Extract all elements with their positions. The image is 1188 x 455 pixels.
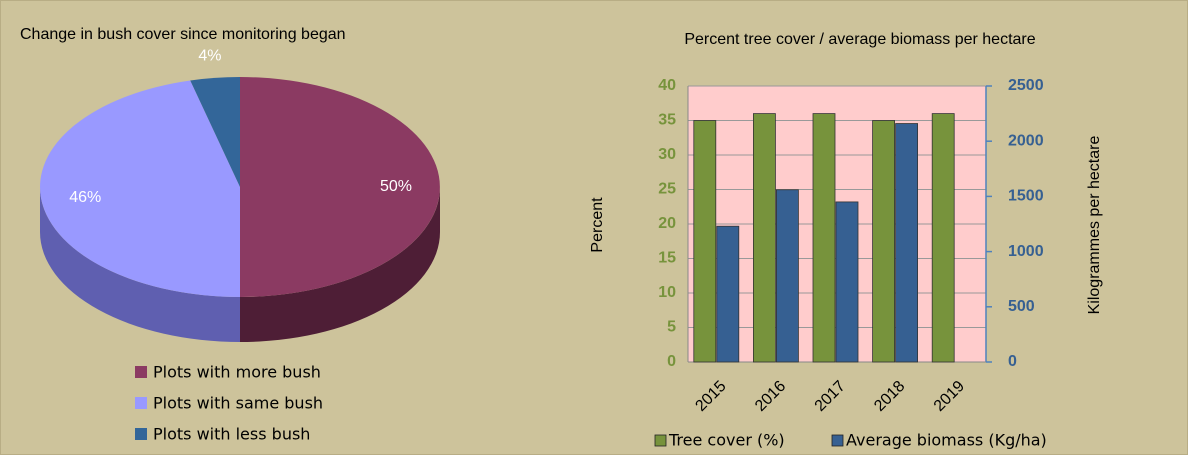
legend-label: Plots with more bush (153, 363, 321, 382)
y-tick-label: 25 (658, 181, 676, 198)
x-tick-label: 2016 (752, 378, 789, 415)
y2-tick-label: 0 (1008, 353, 1017, 370)
x-tick-label: 2019 (931, 378, 968, 415)
legend-label: Plots with less bush (153, 425, 310, 444)
pie-label: 50% (380, 178, 412, 195)
y2-tick-label: 1000 (1008, 243, 1044, 260)
y2-axis-label: Kilogrammes per hectare (1086, 136, 1103, 315)
y2-tick-label: 500 (1008, 298, 1035, 315)
legend-label: Plots with same bush (153, 394, 323, 413)
y-tick-label: 20 (658, 215, 676, 232)
y-tick-label: 35 (658, 112, 676, 129)
x-tick-label: 2015 (692, 378, 729, 415)
pie-slice (40, 80, 240, 298)
pie-label: 4% (198, 47, 221, 64)
bar (931, 113, 955, 363)
bar (812, 113, 836, 363)
y-tick-label: 0 (667, 353, 676, 370)
bar (776, 189, 799, 363)
y-tick-label: 15 (658, 250, 676, 267)
bar-title: Percent tree cover / average biomass per… (684, 31, 1035, 48)
bar (872, 120, 895, 363)
pie-title: Change in bush cover since monitoring be… (20, 26, 346, 43)
y-axis-label: Percent (589, 197, 606, 253)
y-tick-label: 40 (658, 77, 676, 94)
pie-slice (240, 77, 440, 297)
legend-swatch (831, 434, 844, 447)
bar (895, 123, 918, 363)
pie-label: 46% (69, 189, 101, 206)
y2-tick-label: 2000 (1008, 132, 1044, 149)
bar (835, 201, 859, 363)
legend-label: Average biomass (Kg/ha) (846, 431, 1047, 450)
legend-swatch (654, 434, 667, 447)
y-tick-label: 10 (658, 284, 676, 301)
pie-slice (190, 77, 240, 187)
x-tick-label: 2018 (871, 378, 908, 415)
y2-tick-label: 1500 (1008, 188, 1044, 205)
legend-label: Tree cover (%) (668, 431, 785, 450)
y-tick-label: 5 (667, 319, 676, 336)
bar (753, 113, 776, 363)
y2-tick-label: 2500 (1008, 77, 1044, 94)
legend-swatch (135, 397, 147, 409)
pie-side (40, 187, 240, 342)
legend-swatch (135, 428, 147, 440)
bar (693, 120, 717, 363)
pie-side (240, 187, 440, 342)
bar (716, 225, 740, 363)
x-tick-label: 2017 (812, 378, 849, 415)
legend-swatch (135, 366, 147, 378)
y-tick-label: 30 (658, 146, 676, 163)
